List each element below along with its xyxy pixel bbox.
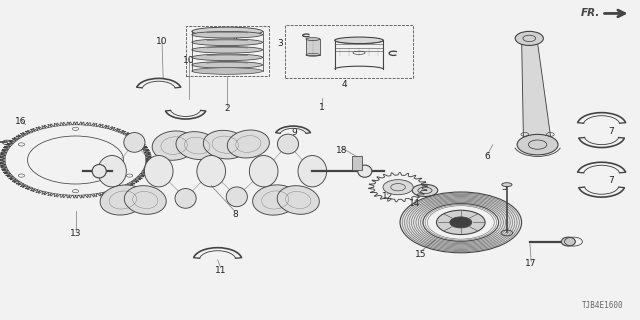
Ellipse shape [92,164,106,178]
Ellipse shape [124,186,166,214]
Ellipse shape [197,156,225,187]
Text: 3: 3 [277,39,282,48]
Ellipse shape [561,237,575,246]
Bar [352,156,362,170]
Text: 14: 14 [409,199,420,208]
Text: 7: 7 [609,176,614,185]
Ellipse shape [175,188,196,208]
Ellipse shape [192,31,262,38]
Ellipse shape [412,184,438,196]
Bar [306,39,320,55]
Text: 4: 4 [342,80,347,89]
Circle shape [515,31,543,45]
Circle shape [517,134,558,155]
Ellipse shape [358,165,372,177]
Ellipse shape [306,38,320,40]
Ellipse shape [100,185,146,215]
Ellipse shape [192,27,262,36]
Ellipse shape [227,130,269,158]
Text: 6: 6 [485,152,490,161]
Ellipse shape [192,54,262,60]
Text: 2: 2 [225,104,230,113]
Circle shape [450,217,472,228]
Text: 10: 10 [183,56,195,65]
Circle shape [436,210,485,235]
Ellipse shape [192,46,262,53]
Ellipse shape [204,130,247,159]
Ellipse shape [250,156,278,187]
Text: 1: 1 [319,103,324,112]
Text: 13: 13 [70,229,81,238]
Text: 17: 17 [525,260,537,268]
Polygon shape [522,38,552,145]
Text: 10: 10 [156,37,168,46]
Text: 4: 4 [233,34,238,43]
Ellipse shape [253,185,298,215]
Ellipse shape [192,61,262,68]
Ellipse shape [227,187,248,207]
Ellipse shape [192,39,262,45]
Text: 15: 15 [415,250,427,259]
Ellipse shape [192,68,262,74]
Circle shape [383,180,413,195]
Bar [285,25,413,78]
Ellipse shape [298,156,326,187]
Ellipse shape [502,183,512,187]
Ellipse shape [145,156,173,187]
Text: 7: 7 [609,127,614,136]
Text: FR.: FR. [581,8,600,19]
Ellipse shape [335,37,383,44]
Ellipse shape [152,131,196,160]
Text: 11: 11 [215,266,227,275]
Text: 9: 9 [292,128,297,137]
Ellipse shape [277,186,319,214]
Ellipse shape [176,132,218,160]
Ellipse shape [98,156,126,187]
Bar [186,26,269,76]
Ellipse shape [124,132,145,152]
Text: 18: 18 [336,146,348,155]
Text: 5: 5 [501,183,506,192]
Text: 12: 12 [381,192,393,201]
Text: TJB4E1600: TJB4E1600 [582,301,624,310]
Text: 8: 8 [232,210,237,219]
Text: 16: 16 [15,117,26,126]
Ellipse shape [278,134,298,154]
